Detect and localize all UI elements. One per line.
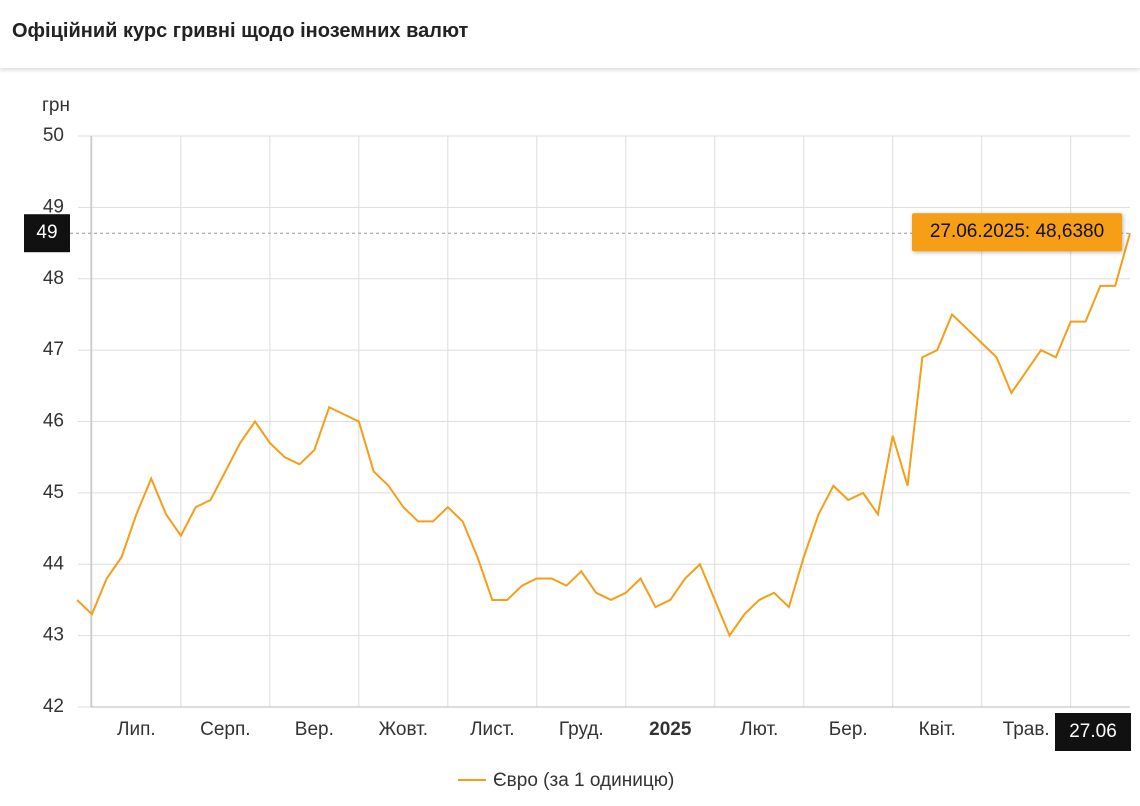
x-tick-label: Груд. <box>559 719 604 740</box>
x-cursor-label: 27.06 <box>1069 721 1117 742</box>
x-tick-label: Лип. <box>117 719 156 740</box>
y-tick-label: 43 <box>43 625 64 646</box>
x-tick-label: Серп. <box>200 719 250 740</box>
y-tick-label: 48 <box>43 268 64 289</box>
y-tick-label: 47 <box>43 339 64 360</box>
page-title: Офіційний курс гривні щодо іноземних вал… <box>12 20 469 42</box>
y-tick-label: 46 <box>43 411 64 432</box>
y-tick-label: 49 <box>43 196 64 217</box>
crosshair-box <box>24 214 70 253</box>
tooltip-box <box>912 213 1122 252</box>
y-tick-label: 44 <box>43 553 65 574</box>
y-tick-label: 50 <box>43 125 64 146</box>
y-tick-label: 42 <box>43 696 64 717</box>
x-tick-label: Лют. <box>740 719 778 740</box>
x-tick-label: 2025 <box>649 719 692 740</box>
x-tick-label: Лист. <box>470 719 514 740</box>
header: Офіційний курс гривні щодо іноземних вал… <box>0 0 1140 68</box>
x-tick-label: Жовт. <box>379 719 428 740</box>
x-tick-label: Трав. <box>1003 719 1050 740</box>
x-tick-label: Вер. <box>295 719 334 740</box>
y-axis-label: грн <box>42 95 70 116</box>
x-cursor-box <box>1055 713 1131 751</box>
x-tick-label: Бер. <box>829 719 868 740</box>
crosshair-label: 49 <box>36 222 57 243</box>
line <box>76 232 1131 638</box>
x-tick-label: Квіт. <box>919 719 956 740</box>
y-tick-label: 45 <box>43 482 64 503</box>
tooltip-text: 27.06.2025: 48,6380 <box>930 221 1104 242</box>
legend-label: Євро (за 1 одиницю) <box>493 770 674 791</box>
